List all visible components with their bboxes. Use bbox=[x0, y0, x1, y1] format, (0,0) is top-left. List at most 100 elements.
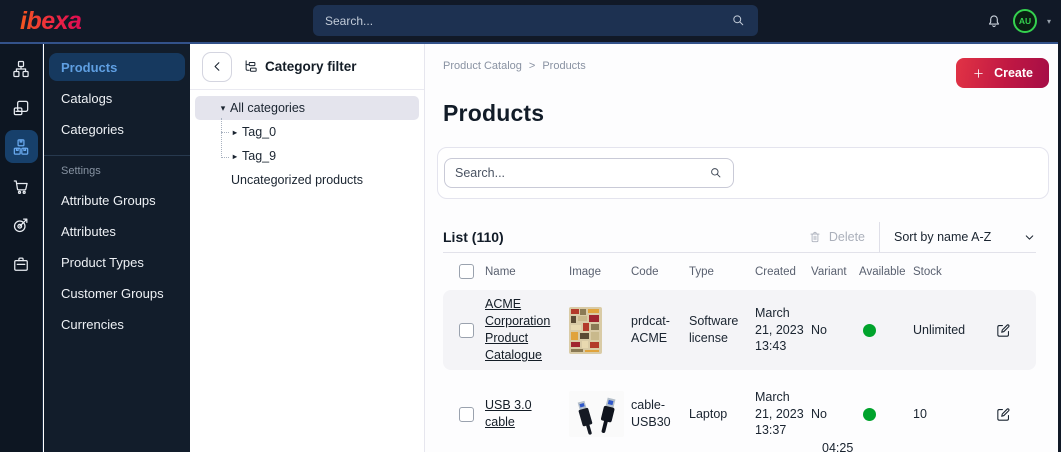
pages-icon[interactable] bbox=[5, 91, 38, 124]
menu-item-customer-groups[interactable]: Customer Groups bbox=[61, 285, 164, 301]
available-status-dot bbox=[863, 407, 876, 421]
ibexa-logo: ibexa bbox=[20, 7, 82, 35]
create-button[interactable]: Create bbox=[956, 58, 1049, 88]
sort-dropdown[interactable]: Sort by name A-Z bbox=[894, 230, 1036, 244]
product-list: List (110) Delete Sort by name A-Z bbox=[443, 222, 1036, 454]
menu-item-currencies[interactable]: Currencies bbox=[61, 316, 124, 332]
menu-item-categories[interactable]: Categories bbox=[61, 121, 124, 137]
window-edge-strip bbox=[1058, 0, 1061, 452]
caret-collapsed-icon[interactable]: ► bbox=[231, 151, 239, 161]
table-row: ACME Corporation Product Catalogue pr bbox=[443, 290, 1036, 370]
breadcrumb-product-catalog[interactable]: Product Catalog bbox=[443, 60, 522, 72]
product-stock: 10 bbox=[913, 406, 927, 421]
caret-expanded-icon[interactable]: ▾ bbox=[220, 102, 226, 113]
chevron-left-icon bbox=[214, 62, 219, 71]
bell-icon bbox=[988, 15, 1000, 28]
avatar[interactable]: AU bbox=[1012, 9, 1037, 33]
category-tree-icon bbox=[245, 60, 257, 72]
edit-button[interactable] bbox=[995, 322, 1036, 339]
table-body: ACME Corporation Product Catalogue pr bbox=[443, 290, 1036, 454]
available-status-dot bbox=[863, 323, 876, 337]
main-nav-icon-rail bbox=[0, 44, 43, 452]
select-all-checkbox[interactable] bbox=[459, 264, 474, 279]
product-search-input[interactable] bbox=[455, 166, 709, 180]
tree-item-uncategorized[interactable]: Uncategorized products bbox=[195, 168, 419, 192]
global-search[interactable] bbox=[313, 5, 758, 36]
delete-button-label: Delete bbox=[828, 230, 865, 244]
search-icon bbox=[711, 168, 721, 178]
category-tree: ▾ All categories ► Tag_0 ► Tag_9 Uncateg… bbox=[190, 96, 424, 192]
row-checkbox[interactable] bbox=[459, 406, 474, 422]
menu-divider bbox=[44, 155, 190, 156]
commerce-cart-icon[interactable] bbox=[5, 169, 38, 202]
category-filter-title: Category filter bbox=[265, 59, 357, 74]
tree-item-tag-0[interactable]: ► Tag_0 bbox=[195, 120, 419, 144]
trash-icon bbox=[810, 231, 820, 243]
product-variant: No bbox=[811, 322, 827, 337]
tree-connector-line bbox=[221, 118, 222, 158]
menu-settings-label: Settings bbox=[61, 165, 101, 177]
menu-item-attribute-groups[interactable]: Attribute Groups bbox=[61, 192, 156, 208]
column-header-name: Name bbox=[485, 265, 516, 278]
product-stock: Unlimited bbox=[913, 322, 966, 337]
product-search-card bbox=[437, 147, 1049, 199]
edit-button[interactable] bbox=[995, 406, 1036, 423]
menu-item-catalogs[interactable]: Catalogs bbox=[61, 90, 113, 106]
column-header-created: Created bbox=[755, 265, 796, 278]
menu-item-products[interactable]: Products bbox=[49, 53, 185, 81]
breadcrumb-separator: > bbox=[528, 60, 536, 72]
column-header-stock: Stock bbox=[913, 265, 942, 278]
tree-item-tag-9[interactable]: ► Tag_9 bbox=[195, 144, 419, 168]
product-variant: No bbox=[811, 406, 827, 421]
search-icon bbox=[733, 15, 744, 26]
admin-briefcase-icon[interactable] bbox=[5, 247, 38, 280]
global-search-input[interactable] bbox=[325, 13, 731, 28]
category-filter-header: Category filter bbox=[190, 44, 424, 90]
table-row: USB 3.0 cable bbox=[443, 374, 1036, 454]
product-search-field[interactable] bbox=[444, 158, 734, 188]
product-type: Software license bbox=[689, 314, 739, 345]
page-title: Products bbox=[443, 100, 545, 126]
row-checkbox[interactable] bbox=[459, 322, 474, 338]
delete-button[interactable]: Delete bbox=[808, 230, 865, 244]
topbar: ibexa AU ▾ bbox=[0, 0, 1061, 42]
product-name-link[interactable]: USB 3.0 cable bbox=[485, 398, 532, 429]
category-filter-panel: Category filter ▾ All categories ► Tag_0… bbox=[190, 44, 425, 452]
column-header-code: Code bbox=[631, 265, 659, 278]
main-content: Product Catalog > Products Create Produc… bbox=[425, 44, 1058, 452]
table-header-row: Name Image Code Type Created Variant Ava… bbox=[443, 253, 1036, 290]
column-header-image: Image bbox=[569, 265, 601, 278]
product-created: March 21, 2023 13:43 bbox=[755, 305, 804, 354]
notifications-button[interactable] bbox=[985, 12, 1003, 30]
menu-item-attributes[interactable]: Attributes bbox=[61, 223, 116, 239]
menu-item-product-types[interactable]: Product Types bbox=[61, 254, 144, 270]
breadcrumb-products[interactable]: Products bbox=[542, 60, 586, 72]
tree-item-label: Tag_9 bbox=[242, 149, 277, 163]
edit-icon bbox=[997, 323, 1010, 337]
product-code: cable-USB30 bbox=[631, 398, 671, 429]
collapse-panel-button[interactable] bbox=[202, 51, 232, 82]
marketing-target-icon[interactable] bbox=[5, 208, 38, 241]
tree-connector-stub bbox=[221, 132, 229, 133]
column-header-type: Type bbox=[689, 265, 714, 278]
sort-dropdown-label: Sort by name A-Z bbox=[894, 230, 992, 244]
column-header-available: Available bbox=[859, 265, 906, 278]
breadcrumb: Product Catalog > Products bbox=[443, 60, 586, 72]
content-tree-icon[interactable] bbox=[5, 52, 38, 85]
tree-item-all-categories[interactable]: ▾ All categories bbox=[195, 96, 419, 120]
list-header: List (110) Delete Sort by name A-Z bbox=[443, 222, 1036, 253]
topbar-right: AU ▾ bbox=[985, 0, 1051, 42]
plus-icon bbox=[974, 68, 983, 78]
product-type: Laptop bbox=[689, 406, 728, 421]
caret-collapsed-icon[interactable]: ► bbox=[231, 127, 239, 137]
actions-divider bbox=[879, 222, 880, 252]
edit-icon bbox=[997, 407, 1010, 421]
product-name-link[interactable]: ACME Corporation Product Catalogue bbox=[485, 297, 551, 362]
user-menu-caret-icon[interactable]: ▾ bbox=[1046, 16, 1051, 26]
topbar-accent-line bbox=[0, 42, 1061, 44]
product-thumbnail-usb-cable bbox=[569, 391, 624, 437]
partial-next-row-created: 04:25 bbox=[822, 441, 854, 455]
products-boxes-icon[interactable] bbox=[4, 130, 38, 163]
tree-item-label: Tag_0 bbox=[242, 125, 277, 139]
